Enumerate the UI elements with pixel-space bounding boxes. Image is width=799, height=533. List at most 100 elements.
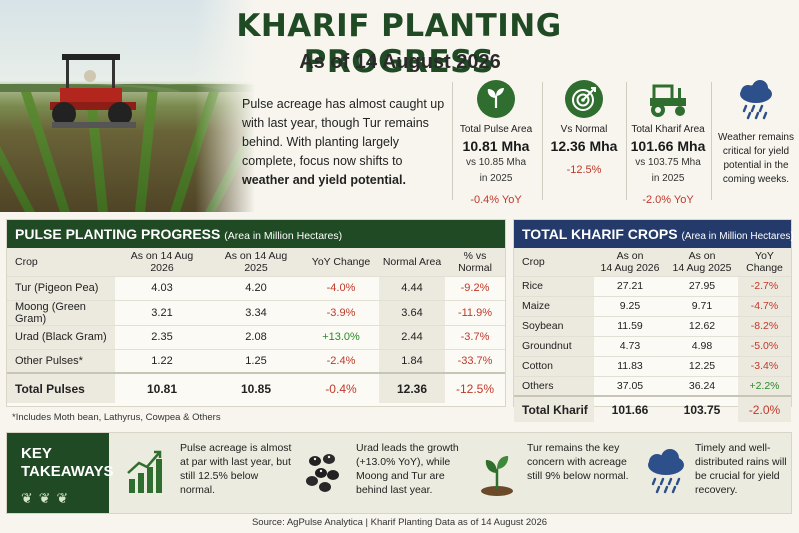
- value-cell: 3.21: [115, 299, 209, 325]
- value-cell: +13.0%: [303, 324, 379, 349]
- value-cell: 2.44: [379, 324, 445, 349]
- total-row: Total Pulses 10.81 10.85 -0.4% 12.36 -12.5%: [7, 372, 505, 403]
- crop-name-cell: Tur (Pigeon Pea): [7, 275, 115, 300]
- table-row: Groundnut 4.73 4.98 -5.0%: [514, 335, 791, 356]
- pulse-planting-table: PULSE PLANTING PROGRESS (Area in Million…: [6, 219, 506, 407]
- rain-cloud-icon: [648, 449, 684, 494]
- value-cell: -2.7%: [738, 275, 791, 296]
- crop-name-cell: Groundnut: [514, 335, 594, 356]
- takeaway-item: Timely and well-distributed rains will b…: [695, 442, 787, 496]
- tractor-icon: [644, 80, 692, 118]
- kharif-table-unit: (Area in Million Hectares): [681, 231, 794, 242]
- weather-text: Weather remains critical for yield poten…: [718, 132, 794, 185]
- value-cell: -2.0%: [738, 395, 791, 422]
- table-row: Cotton 11.83 12.25 -3.4%: [514, 355, 791, 376]
- target-icon: [565, 80, 603, 118]
- value-cell: 3.64: [379, 299, 445, 325]
- value-cell: 9.25: [594, 295, 666, 316]
- value-cell: 11.83: [594, 355, 666, 376]
- table-row: Soybean 11.59 12.62 -8.2%: [514, 315, 791, 336]
- value-cell: 9.71: [666, 295, 738, 316]
- stat-change: -2.0% YoY: [642, 194, 694, 206]
- value-cell: 10.81: [115, 372, 209, 403]
- takeaway-item: Pulse acreage is almost at par with last…: [180, 442, 292, 496]
- value-cell: 11.59: [594, 315, 666, 336]
- value-cell: 1.25: [209, 348, 303, 373]
- crop-name-cell: Moong (Green Gram): [7, 299, 115, 325]
- tractor-image: [50, 54, 136, 128]
- crop-name-cell: Rice: [514, 275, 594, 296]
- column-header: YoY Change: [303, 248, 379, 276]
- table-row: Maize 9.25 9.71 -4.7%: [514, 295, 791, 316]
- column-header: YoY Change: [738, 248, 791, 276]
- pulse-table-grid: Crop As on 14 Aug 2026 As on 14 Aug 2025 Yo…: [7, 248, 505, 403]
- stat-label: Total Kharif Area: [631, 124, 705, 135]
- value-cell: 101.66: [594, 395, 666, 422]
- value-cell: -2.4%: [303, 348, 379, 373]
- sprout-icon: [477, 80, 515, 118]
- kharif-crops-table: TOTAL KHARIF CROPS (Area in Million Hect…: [513, 219, 794, 422]
- takeaway-item: Tur remains the key concern with acreage…: [527, 442, 629, 482]
- key-takeaways: KEY TAKEAWAYS ❦❦❦ Pulse acreage is almos…: [6, 432, 792, 514]
- takeaway-item: Urad leads the growth (+13.0% YoY), whil…: [356, 442, 459, 496]
- stat-compare: vs 103.75 Mha: [635, 157, 701, 168]
- stat-total-pulse-area: Total Pulse Area 10.81 Mha vs 10.85 Mha …: [455, 80, 537, 206]
- value-cell: 12.36: [379, 372, 445, 403]
- table-row: Others 37.05 36.24 +2.2%: [514, 375, 791, 396]
- value-cell: 2.08: [209, 324, 303, 349]
- value-cell: -33.7%: [445, 348, 505, 373]
- kharif-table-grid: Crop As on 14 Aug 2026 As on 14 Aug 2025 Yo…: [514, 248, 791, 422]
- value-cell: -3.4%: [738, 355, 791, 376]
- column-header: As on 14 Aug 2025: [209, 248, 303, 276]
- takeaways-label-line2: TAKEAWAYS: [21, 463, 114, 480]
- value-cell: -0.4%: [303, 372, 379, 403]
- seedling-icon: [481, 456, 513, 496]
- value-cell: 36.24: [666, 375, 738, 396]
- crop-name-cell: Cotton: [514, 355, 594, 376]
- key-takeaways-badge: KEY TAKEAWAYS ❦❦❦: [7, 433, 114, 513]
- stat-compare: vs 10.85 Mha: [465, 157, 527, 168]
- page-subtitle: As of 14 August 2026: [299, 51, 501, 73]
- value-cell: 12.62: [666, 315, 738, 336]
- crop-name-cell: Other Pulses*: [7, 348, 115, 373]
- stat-label: Total Pulse Area: [459, 124, 533, 135]
- column-header: As on 14 Aug 2025: [666, 248, 738, 276]
- stat-value: 101.66 Mha: [630, 138, 706, 154]
- value-cell: 37.05: [594, 375, 666, 396]
- black-gram-icon: [306, 454, 339, 492]
- value-cell: 1.84: [379, 348, 445, 373]
- stat-vs-normal: Vs Normal 12.36 Mha -12.5%: [545, 80, 623, 176]
- value-cell: 4.03: [115, 275, 209, 300]
- value-cell: -5.0%: [738, 335, 791, 356]
- value-cell: 4.20: [209, 275, 303, 300]
- column-header: % vs Normal: [445, 248, 505, 276]
- stat-compare-year: in 2025: [479, 173, 513, 184]
- pulse-table-unit: (Area in Million Hectares): [224, 230, 343, 242]
- intro-body: Pulse acreage has almost caught up with …: [242, 97, 445, 168]
- value-cell: 2.35: [115, 324, 209, 349]
- table-row: Other Pulses* 1.22 1.25 -2.4% 1.84 -33.7%: [7, 348, 505, 373]
- value-cell: 27.21: [594, 275, 666, 296]
- table-row: Rice 27.21 27.95 -2.7%: [514, 275, 791, 296]
- stat-total-kharif-area: Total Kharif Area 101.66 Mha vs 103.75 M…: [628, 80, 708, 206]
- crop-name-cell: Maize: [514, 295, 594, 316]
- value-cell: 4.98: [666, 335, 738, 356]
- takeaways-label-line1: KEY: [21, 445, 52, 462]
- stat-label: Vs Normal: [560, 124, 608, 135]
- rain-cloud-icon: [740, 80, 772, 120]
- kharif-table-header: TOTAL KHARIF CROPS (Area in Million Hect…: [514, 220, 794, 248]
- column-header: Crop: [7, 248, 115, 276]
- column-header: As on 14 Aug 2026: [594, 248, 666, 276]
- intro-text: Pulse acreage has almost caught up with …: [242, 95, 452, 190]
- pulse-table-title: PULSE PLANTING PROGRESS: [15, 226, 221, 242]
- value-cell: 27.95: [666, 275, 738, 296]
- growth-chart-icon: [127, 450, 162, 493]
- table-row: Urad (Black Gram) 2.35 2.08 +13.0% 2.44 -3.7%: [7, 324, 505, 349]
- leaf-icons: ❦❦❦: [21, 490, 75, 506]
- column-header: As on 14 Aug 2026: [115, 248, 209, 276]
- source-line: Source: AgPulse Analytica | Kharif Plant…: [251, 517, 548, 528]
- stat-change: -12.5%: [566, 164, 602, 176]
- stat-compare-year: in 2025: [651, 173, 685, 184]
- crop-name-cell: Urad (Black Gram): [7, 324, 115, 349]
- value-cell: -11.9%: [445, 299, 505, 325]
